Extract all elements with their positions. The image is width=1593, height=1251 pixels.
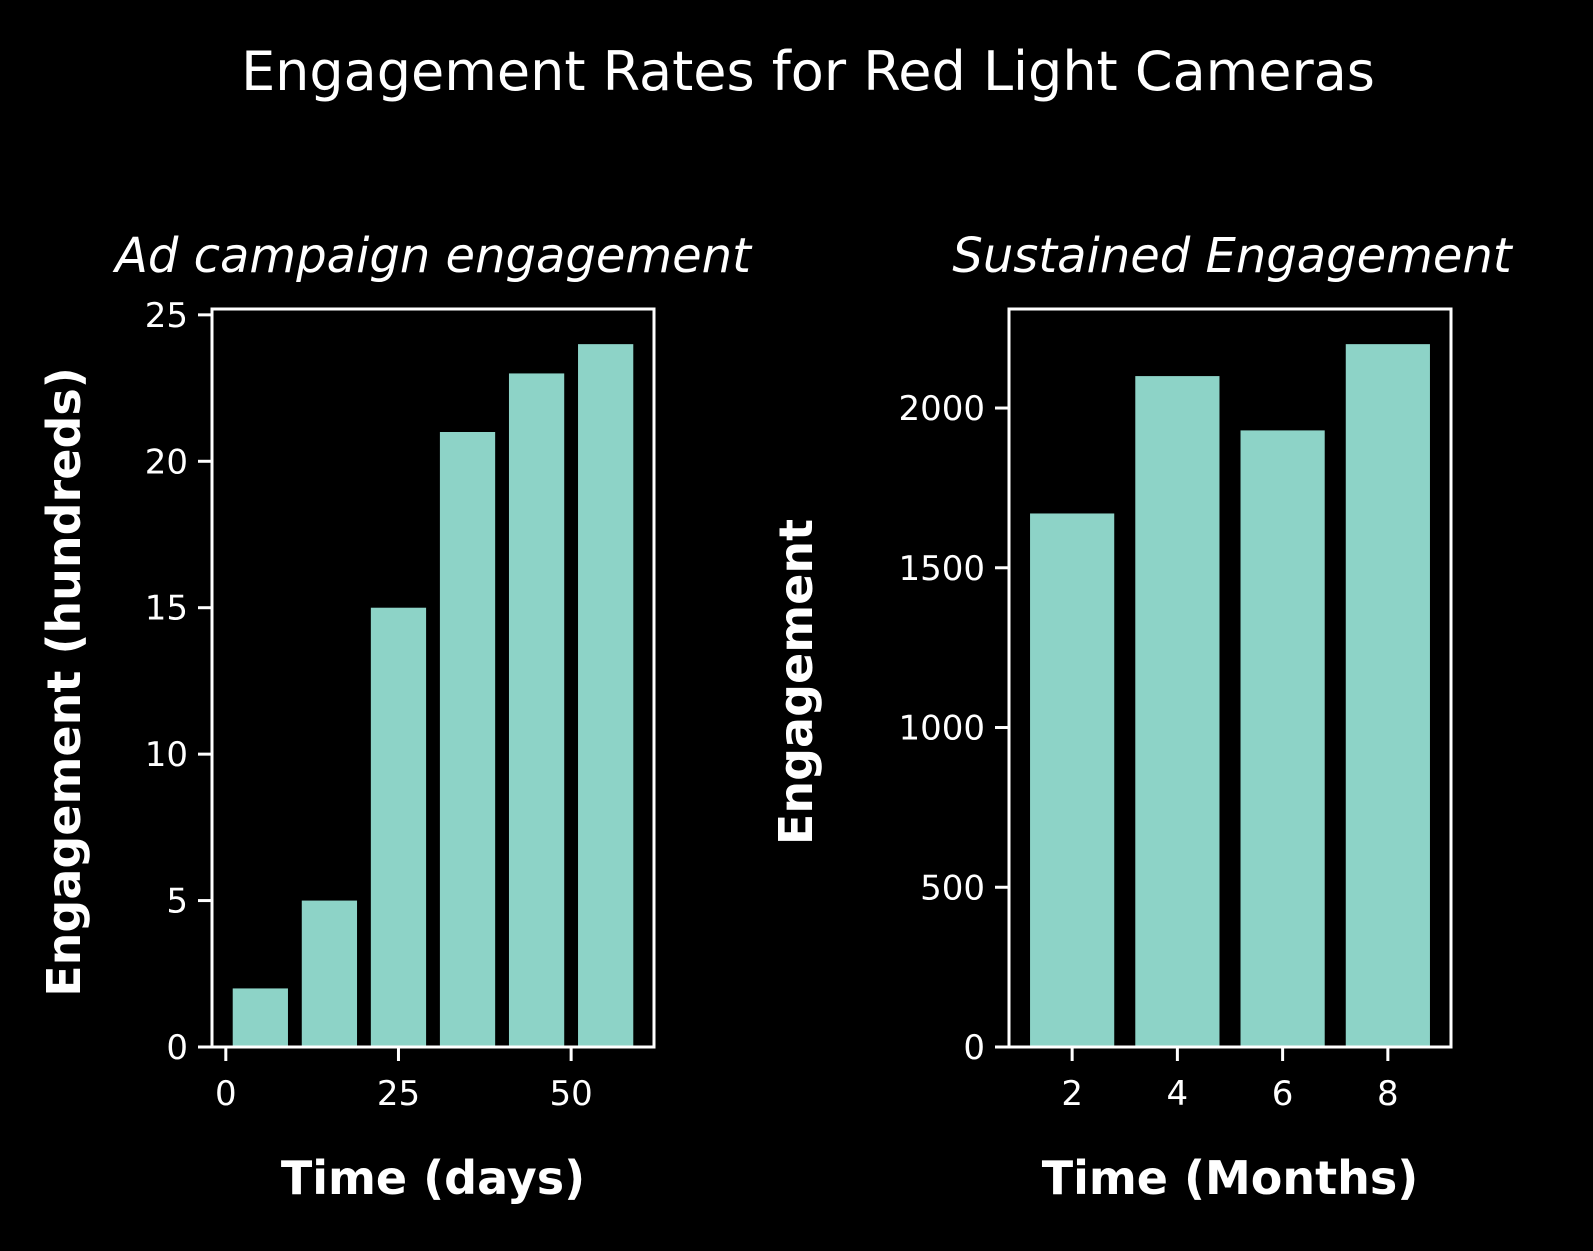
right-plot-area: 2 4 6 8 0 500 1000 1500 2000	[898, 307, 1453, 1114]
left-x-tick-label-2: 50	[549, 1074, 592, 1114]
left-y-tick-label-0: 0	[166, 1028, 188, 1068]
right-y-tick-label-4: 2000	[898, 389, 985, 429]
left-y-tick-label-2: 10	[145, 735, 188, 775]
left-y-tick-label-3: 15	[145, 589, 188, 629]
right-bar-0	[1030, 513, 1115, 1047]
left-y-tick-label-4: 20	[145, 442, 188, 482]
right-x-tick-label-1: 4	[1167, 1074, 1189, 1114]
right-x-tick-label-3: 8	[1377, 1074, 1399, 1114]
left-x-axis-label: Time (days)	[281, 1151, 585, 1205]
left-bar-0	[232, 988, 288, 1047]
right-axes-frame	[1007, 307, 1453, 1049]
left-bar-3	[439, 432, 496, 1047]
left-chart: Ad campaign engagement 0 25 50 0 5 10 15 20 25 T…	[37, 228, 753, 1205]
right-chart: Sustained Engagement 2 4 6 8 0 500 1000 1500 200…	[769, 228, 1514, 1205]
left-y-tick-label-5: 25	[145, 296, 188, 336]
left-bar-5	[578, 344, 634, 1048]
left-axes-frame	[210, 307, 656, 1049]
left-chart-title: Ad campaign engagement	[112, 228, 753, 284]
left-bar-2	[370, 607, 427, 1047]
left-x-tick-label-0: 0	[215, 1074, 237, 1114]
right-bar-1	[1135, 376, 1220, 1047]
right-x-axis-label: Time (Months)	[1042, 1151, 1419, 1205]
left-bar-4	[508, 373, 565, 1047]
right-y-tick-label-3: 1500	[898, 549, 985, 589]
right-x-tick-label-2: 6	[1272, 1074, 1294, 1114]
left-x-tick-label-1: 25	[377, 1074, 420, 1114]
right-x-tick-label-0: 2	[1061, 1074, 1083, 1114]
left-bar-1	[301, 900, 358, 1047]
right-y-axis-label: Engagement	[769, 519, 823, 845]
right-y-tick-label-0: 0	[963, 1028, 985, 1068]
right-bar-2	[1240, 430, 1325, 1047]
left-y-axis-label: Engagement (hundreds)	[37, 367, 91, 997]
right-y-tick-label-2: 1000	[898, 709, 985, 749]
left-plot-area: 0 25 50 0 5 10 15 20 25	[145, 296, 656, 1114]
right-bar-3	[1345, 344, 1430, 1048]
right-chart-title: Sustained Engagement	[952, 228, 1513, 284]
figure-title: Engagement Rates for Red Light Cameras	[241, 40, 1375, 103]
left-y-tick-label-1: 5	[166, 882, 188, 922]
right-y-tick-label-1: 500	[920, 868, 985, 908]
